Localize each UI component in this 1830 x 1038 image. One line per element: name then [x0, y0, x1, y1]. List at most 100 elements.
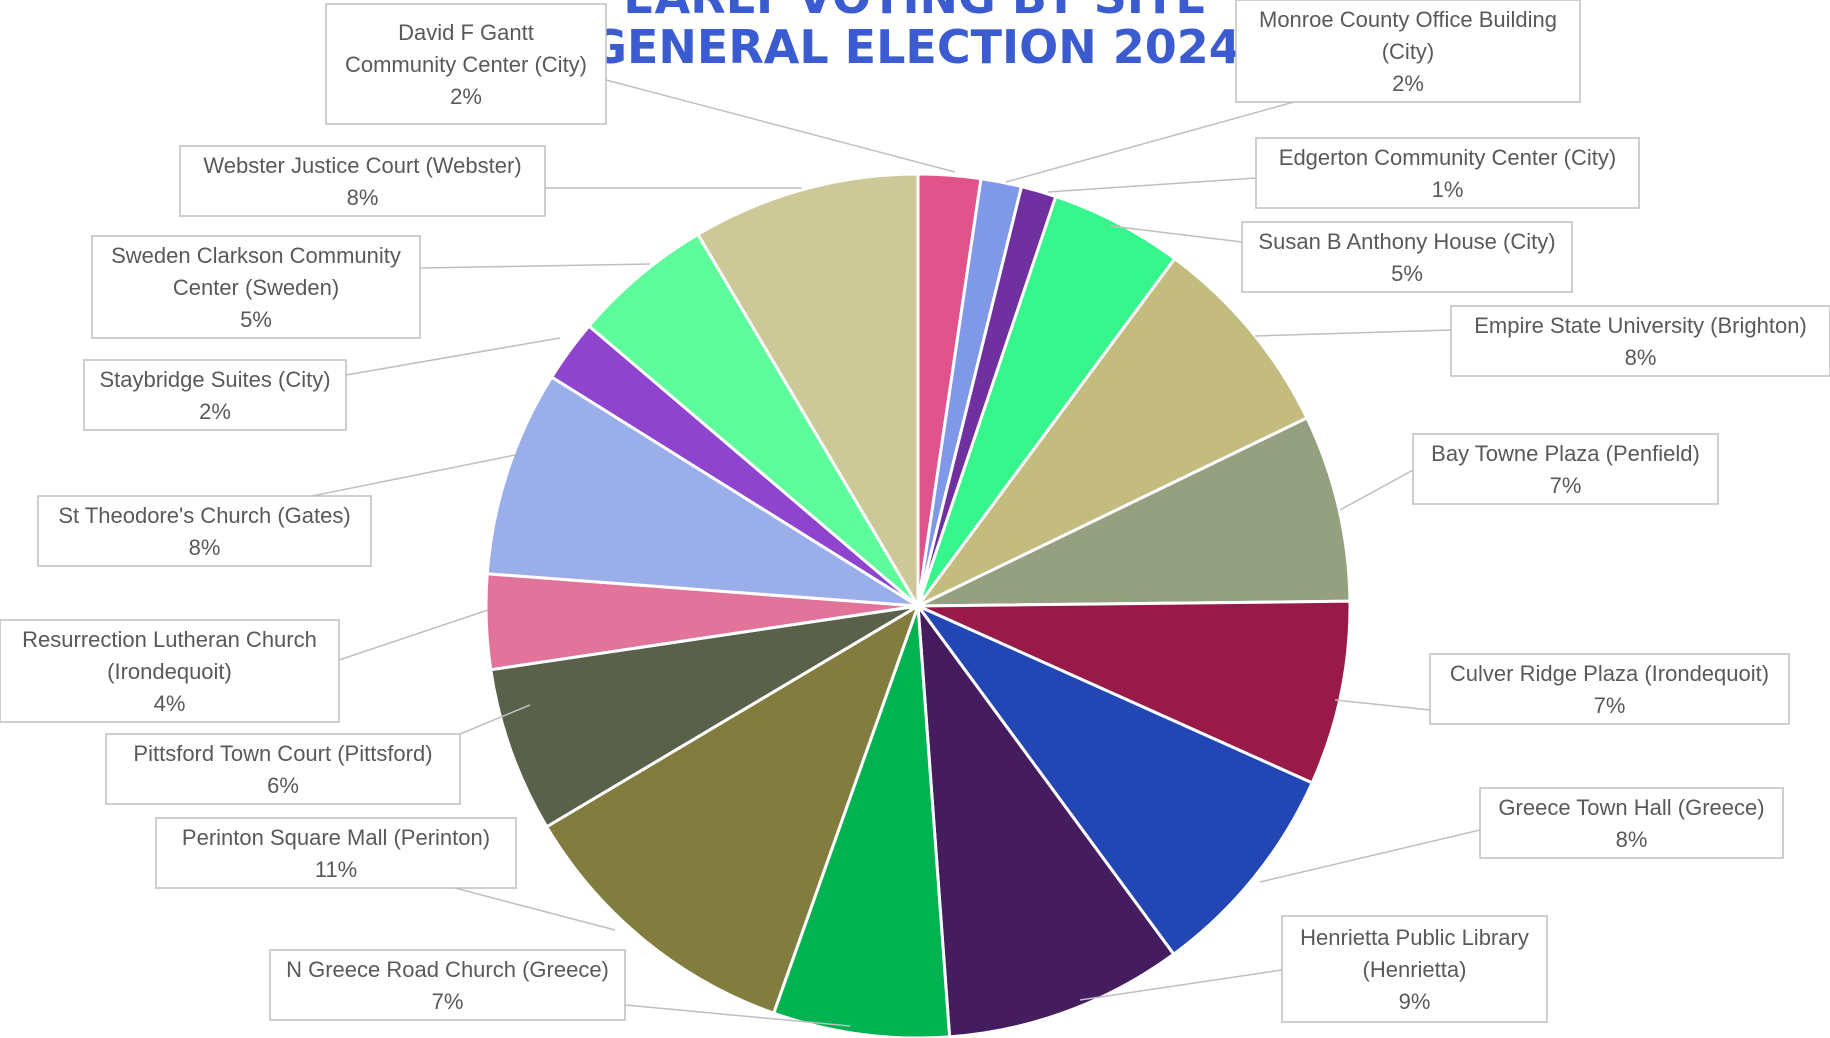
- label-box: [269, 949, 626, 1021]
- label-box: [325, 3, 607, 125]
- label-box: [91, 235, 421, 339]
- label-box: [1479, 787, 1784, 859]
- leader-line: [1079, 969, 1283, 1001]
- slice-percent-label: 8%: [1625, 345, 1657, 370]
- leader-line: [1047, 177, 1257, 193]
- slice-label: St Theodore's Church (Gates) 8%: [37, 495, 372, 567]
- slice-percent-label: 7%: [1550, 473, 1582, 498]
- pie-slice: [916, 256, 1309, 608]
- label-box: [1235, 0, 1581, 103]
- label-box: [1429, 653, 1790, 725]
- slice-label: Perinton Square Mall (Perinton) 11%: [155, 817, 517, 889]
- slice-label: Henrietta Public Library (Henrietta) 9%: [1281, 915, 1548, 1023]
- slice-name-label: Monroe County Office Building: [1259, 7, 1557, 32]
- slice-name-label: Empire State University (Brighton): [1474, 313, 1807, 338]
- slice-name-label: Staybridge Suites (City): [99, 367, 330, 392]
- slice-percent-label: 4%: [154, 691, 186, 716]
- slice-label: Bay Towne Plaza (Penfield) 7%: [1412, 433, 1719, 505]
- label-box: [179, 145, 546, 217]
- slice-percent-label: 7%: [1594, 693, 1626, 718]
- slice-name-label: (Henrietta): [1363, 957, 1467, 982]
- leader-line: [1109, 225, 1243, 243]
- label-box: [155, 817, 517, 889]
- leader-line: [345, 337, 561, 376]
- slice-percent-label: 2%: [199, 399, 231, 424]
- leader-line: [1334, 699, 1431, 711]
- slice-percent-label: 2%: [1392, 71, 1424, 96]
- slice-label: Resurrection Lutheran Church (Irondequoit…: [0, 619, 340, 723]
- pie-slice: [771, 605, 952, 1038]
- slice-percent-label: 1%: [1432, 177, 1464, 202]
- pie-slice: [489, 604, 919, 829]
- label-box: [1255, 137, 1640, 209]
- slice-label: Culver Ridge Plaza (Irondequoit) 7%: [1429, 653, 1790, 725]
- slice-name-label: Center (Sweden): [173, 275, 339, 300]
- label-box: [1281, 915, 1548, 1023]
- slice-label: Empire State University (Brighton) 8%: [1450, 305, 1830, 377]
- pie-slice: [586, 232, 920, 608]
- slice-percent-label: 9%: [1399, 989, 1431, 1014]
- slice-percent-label: 2%: [450, 84, 482, 109]
- leader-line: [338, 609, 489, 661]
- label-box: [105, 733, 461, 805]
- slice-percent-label: 8%: [1616, 827, 1648, 852]
- label-box: [1412, 433, 1719, 505]
- slice-name-label: David F Gantt: [398, 20, 534, 45]
- slice-name-label: Bay Towne Plaza (Penfield): [1431, 441, 1700, 466]
- slice-name-label: (City): [1382, 39, 1435, 64]
- leader-line: [459, 704, 531, 735]
- slice-name-label: Greece Town Hall (Greece): [1498, 795, 1764, 820]
- pie-slice: [485, 374, 919, 608]
- pie-slice: [544, 602, 921, 1016]
- slice-label: Webster Justice Court (Webster) 8%: [179, 145, 546, 217]
- label-box: [1450, 305, 1830, 377]
- slice-name-label: Edgerton Community Center (City): [1279, 145, 1616, 170]
- leader-line: [1005, 101, 1295, 183]
- slice-label: Staybridge Suites (City) 2%: [83, 359, 347, 431]
- slice-label: David F Gantt Community Center (City) 2%: [325, 3, 607, 125]
- leader-line: [1254, 329, 1452, 337]
- pie-slice: [913, 602, 1315, 957]
- slice-label: Edgerton Community Center (City) 1%: [1255, 137, 1640, 209]
- slice-name-label: Webster Justice Court (Webster): [203, 153, 521, 178]
- slice-name-label: Community Center (City): [345, 52, 587, 77]
- slice-percent-label: 5%: [240, 307, 272, 332]
- slice-name-label: Culver Ridge Plaza (Irondequoit): [1450, 661, 1769, 686]
- slice-name-label: N Greece Road Church (Greece): [286, 957, 609, 982]
- slice-name-label: (Irondequoit): [107, 659, 232, 684]
- slice-percent-label: 7%: [432, 989, 464, 1014]
- leader-line: [605, 79, 956, 173]
- slice-name-label: Henrietta Public Library: [1300, 925, 1529, 950]
- slice-label: Monroe County Office Building (City) 2%: [1235, 0, 1581, 103]
- slice-percent-label: 6%: [267, 773, 299, 798]
- leader-line: [419, 263, 651, 269]
- label-box: [83, 359, 347, 431]
- pie-slice: [695, 172, 920, 612]
- slice-name-label: Resurrection Lutheran Church: [22, 627, 317, 652]
- leader-line: [624, 1004, 851, 1027]
- leader-line: [1339, 469, 1414, 511]
- pie-slice: [917, 415, 1352, 608]
- chart-title: EARLY VOTING BY SITE: [0, 0, 1830, 24]
- leader-line: [311, 454, 516, 497]
- slice-name-label: Perinton Square Mall (Perinton): [182, 825, 490, 850]
- slice-label: Pittsford Town Court (Pittsford) 6%: [105, 733, 461, 805]
- pie-slice: [916, 600, 1176, 1038]
- slice-label: Sweden Clarkson Community Center (Sweden)…: [91, 235, 421, 339]
- leader-line: [454, 887, 616, 931]
- slice-name-label: Pittsford Town Court (Pittsford): [133, 741, 432, 766]
- slice-label: Susan B Anthony House (City) 5%: [1241, 221, 1573, 293]
- slice-label: N Greece Road Church (Greece) 7%: [269, 949, 626, 1021]
- slice-label: Greece Town Hall (Greece) 8%: [1479, 787, 1784, 859]
- slice-percent-label: 11%: [315, 857, 357, 882]
- label-box: [1241, 221, 1573, 293]
- slice-name-label: St Theodore's Church (Gates): [58, 503, 350, 528]
- slice-name-label: Susan B Anthony House (City): [1258, 229, 1555, 254]
- chart-subtitle: GENERAL ELECTION 2024: [589, 20, 1241, 74]
- label-box: [0, 619, 340, 723]
- pie-slice: [917, 599, 1352, 785]
- slice-percent-label: 8%: [347, 185, 379, 210]
- slice-percent-label: 8%: [189, 535, 221, 560]
